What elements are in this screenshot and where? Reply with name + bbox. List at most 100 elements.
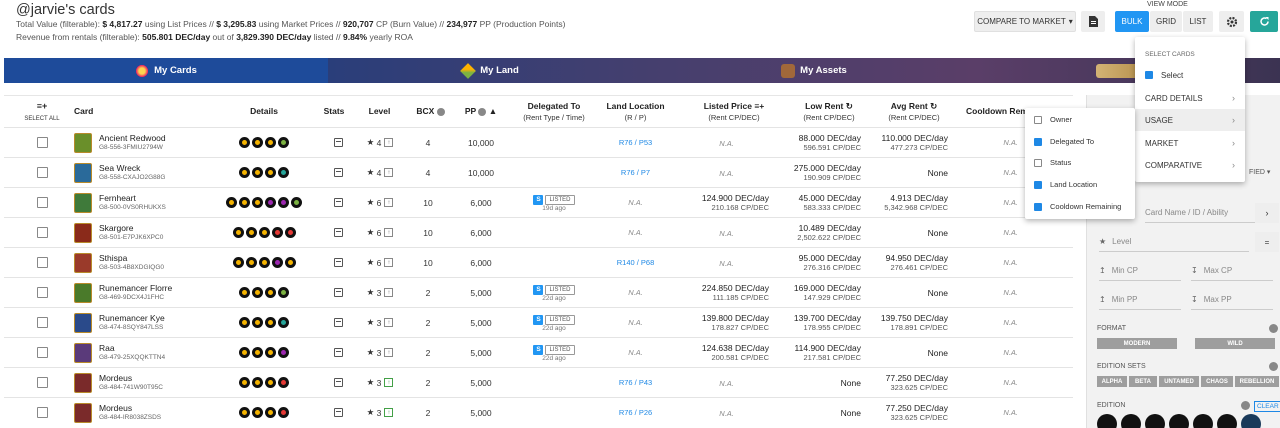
land-location-link[interactable]: R76 / P43 — [618, 378, 653, 387]
row-select-checkbox[interactable] — [37, 287, 48, 298]
card-thumbnail[interactable] — [74, 282, 92, 303]
card-thumbnail[interactable] — [74, 342, 92, 363]
checkbox-icon[interactable] — [1145, 71, 1153, 79]
col-stats[interactable]: Stats — [323, 106, 345, 116]
level-up-icon[interactable]: ↑ — [384, 318, 394, 327]
level-operator-button[interactable]: = — [1255, 232, 1279, 252]
edition-alpha-icon[interactable] — [1097, 414, 1117, 428]
clear-edition-button[interactable]: CLEAR — [1254, 401, 1280, 412]
tab-my-land[interactable]: My Land — [328, 58, 652, 83]
stats-icon[interactable] — [333, 288, 343, 297]
menu-comparative[interactable]: COMPARATIVE › — [1145, 160, 1235, 170]
card-thumbnail[interactable] — [74, 162, 92, 183]
row-select-checkbox[interactable] — [37, 137, 48, 148]
menu-card-details[interactable]: CARD DETAILS › — [1145, 93, 1235, 103]
card-thumbnail[interactable] — [74, 402, 92, 423]
level-input[interactable]: ★ Level — [1099, 232, 1249, 252]
menu-select-checkbox[interactable]: Select — [1135, 64, 1245, 86]
refresh-button[interactable] — [1250, 11, 1278, 32]
level-up-icon[interactable]: ↑ — [384, 168, 394, 177]
search-go-button[interactable]: › — [1255, 203, 1279, 223]
submenu-land-location[interactable]: Land Location — [1025, 174, 1135, 195]
edition-beta-icon[interactable] — [1121, 414, 1141, 428]
compare-to-market-button[interactable]: COMPARE TO MARKET ▾ — [974, 11, 1076, 32]
stats-icon[interactable] — [333, 198, 343, 207]
level-up-icon[interactable]: ↑ — [384, 288, 394, 297]
stats-icon[interactable] — [333, 168, 343, 177]
checkbox-icon[interactable] — [1034, 115, 1042, 124]
level-up-icon[interactable]: ↑ — [384, 228, 394, 237]
level-up-icon[interactable]: ↑ — [384, 198, 394, 207]
edition-chaos-icon[interactable] — [1241, 414, 1261, 428]
bulk-view-button[interactable]: BULK — [1115, 11, 1149, 32]
card-name[interactable]: Mordeus — [99, 373, 133, 383]
submenu-status[interactable]: Status — [1025, 152, 1135, 173]
max-pp-input[interactable]: ↧ Max PP — [1191, 290, 1273, 310]
level-up-icon[interactable]: ↑ — [384, 258, 394, 267]
level-up-icon[interactable]: ↑ — [384, 348, 394, 357]
table-row[interactable]: Mordeus G8-484-741W90T95C ★ 3 ↑ 2 5,000 R… — [4, 367, 1073, 397]
row-select-checkbox[interactable] — [37, 227, 48, 238]
checkbox-icon[interactable] — [1034, 202, 1042, 211]
card-name[interactable]: Runemancer Kye — [99, 313, 165, 323]
card-name[interactable]: Skargore — [99, 223, 134, 233]
menu-market[interactable]: MARKET › — [1145, 138, 1235, 148]
table-row[interactable]: Fernheart G8-500-0VS0RHUKXS ★ 6 ↑ 10 6,00… — [4, 187, 1073, 217]
table-row[interactable]: Raa G8-479-25XQQKTTN4 ★ 3 ↑ 2 5,000 S LIST… — [4, 337, 1073, 367]
stats-icon[interactable] — [333, 378, 343, 387]
row-select-checkbox[interactable] — [37, 197, 48, 208]
col-level[interactable]: Level — [368, 106, 391, 116]
edition-set-beta-button[interactable]: BETA — [1129, 376, 1157, 387]
edition-set-untamed-button[interactable]: UNTAMED — [1159, 376, 1199, 387]
stats-icon[interactable] — [333, 258, 343, 267]
row-select-checkbox[interactable] — [37, 167, 48, 178]
col-card[interactable]: Card — [74, 106, 94, 116]
settings-button[interactable] — [1219, 11, 1244, 32]
level-up-icon[interactable]: ↑ — [384, 378, 394, 387]
select-all-header[interactable]: ≡+ SELECT ALL — [24, 101, 60, 122]
edition-promo-icon[interactable] — [1145, 414, 1165, 428]
table-row[interactable]: Runemancer Florre G8-469-9DCX4J1FHC ★ 3 ↑… — [4, 277, 1073, 307]
row-select-checkbox[interactable] — [37, 377, 48, 388]
land-location-link[interactable]: R140 / P68 — [616, 258, 655, 267]
land-location-link[interactable]: R76 / P26 — [618, 408, 653, 417]
edition-set-alpha-button[interactable]: ALPHA — [1097, 376, 1127, 387]
edition-set-chaos-button[interactable]: CHAOS — [1201, 376, 1233, 387]
col-low-rent[interactable]: Low Rent ↻ (Rent CP/DEC) — [803, 101, 855, 122]
col-cooldown[interactable]: Cooldown Rem — [966, 106, 1028, 116]
format-modern-button[interactable]: MODERN — [1097, 338, 1177, 349]
card-thumbnail[interactable] — [74, 252, 92, 273]
stats-icon[interactable] — [333, 408, 343, 417]
row-select-checkbox[interactable] — [37, 257, 48, 268]
table-row[interactable]: Skargore G8-501-E7PJK6XPC0 ★ 6 ↑ 10 6,000… — [4, 217, 1073, 247]
stats-icon[interactable] — [333, 138, 343, 147]
stats-icon[interactable] — [333, 348, 343, 357]
submenu-owner[interactable]: Owner — [1025, 109, 1135, 130]
card-thumbnail[interactable] — [74, 132, 92, 153]
card-thumbnail[interactable] — [74, 372, 92, 393]
card-name[interactable]: Sthispa — [99, 253, 128, 263]
edition-reward-icon[interactable] — [1169, 414, 1189, 428]
card-thumbnail[interactable] — [74, 192, 92, 213]
card-name[interactable]: Raa — [99, 343, 115, 353]
col-details[interactable]: Details — [250, 106, 278, 116]
col-land-location[interactable]: Land Location (R / P) — [606, 101, 665, 122]
card-name[interactable]: Runemancer Florre — [99, 283, 173, 293]
min-pp-input[interactable]: ↥ Min PP — [1099, 290, 1181, 310]
card-name[interactable]: Fernheart — [99, 193, 136, 203]
table-row[interactable]: Sea Wreck G8-558-CXAJO2G88G ★ 4 ↑ 4 10,00… — [4, 157, 1073, 187]
card-search-input[interactable]: Card Name / ID / Ability — [1145, 203, 1255, 223]
submenu-cooldown-remaining[interactable]: Cooldown Remaining — [1025, 196, 1135, 217]
tab-my-cards[interactable]: My Cards — [4, 58, 328, 83]
edition-dice-icon[interactable] — [1217, 414, 1237, 428]
grid-view-button[interactable]: GRID — [1150, 11, 1182, 32]
level-up-icon[interactable]: ↑ — [384, 138, 394, 147]
card-thumbnail[interactable] — [74, 222, 92, 243]
table-row[interactable]: Mordeus G8-484-IR8038ZSDS ★ 3 ↑ 2 5,000 R… — [4, 397, 1073, 427]
checkbox-icon[interactable] — [1034, 137, 1042, 146]
card-name[interactable]: Mordeus — [99, 403, 133, 413]
row-select-checkbox[interactable] — [37, 407, 48, 418]
col-pp[interactable]: PP ▲ — [464, 106, 498, 116]
row-select-checkbox[interactable] — [37, 347, 48, 358]
min-cp-input[interactable]: ↥ Min CP — [1099, 261, 1181, 281]
